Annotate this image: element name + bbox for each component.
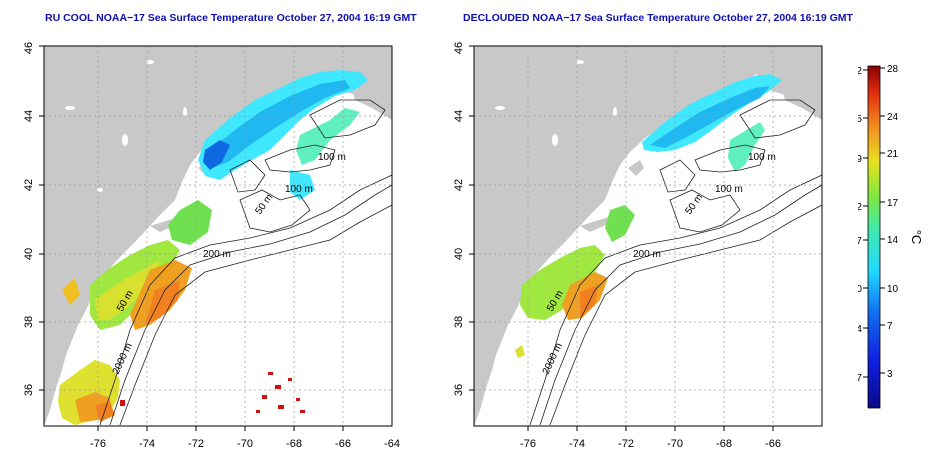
colorbar-f-tick: 62 [858,202,862,213]
contour-label: 100 m [748,152,776,163]
cape-cod [628,160,644,176]
colorbar-f-tick: 44 [858,324,862,335]
lon-tick-label: -76 [520,438,536,450]
lat-tick-label: 36 [453,384,465,396]
lon-tick-label: -68 [286,438,302,450]
lon-tick-label: -64 [384,438,400,450]
sst-gulf-stream-pixels [120,372,305,413]
lat-tick-label: 38 [23,316,35,328]
lat-tick-label: 40 [23,248,35,260]
right-panel-title: DECLOUDED NOAA−17 Sea Surface Temperatur… [463,12,853,24]
lat-tick-label: 42 [23,179,35,191]
colorbar-c-tick: 17 [887,198,899,209]
lat-tick-label: 40 [453,248,465,260]
map-grid [44,46,392,426]
lat-tick-label: 36 [23,384,35,396]
lat-tick-label: 42 [453,179,465,191]
lat-tick-label: 44 [453,110,465,122]
lat-tick-label: 46 [453,42,465,54]
colorbar-c-tick: 28 [887,64,899,75]
left-map-panel: 100 m 100 m 50 m 200 m 50 m 2000 m -76 -… [23,42,400,450]
colorbar-c-tick: 24 [887,112,899,123]
lon-tick-label: -70 [667,438,683,450]
colorbar-f-tick: 82 [858,66,862,77]
nova-scotia [755,58,822,110]
map-frame [473,45,823,427]
colorbar-c-tick: 21 [887,149,899,160]
lat-tick-label: 44 [23,110,35,122]
lat-tick-label: 38 [453,316,465,328]
temperature-colorbar: 82 75 69 62 57 50 44 37 28 24 21 17 14 1… [858,64,924,409]
contour-label: 200 m [203,249,231,260]
contour-label: 100 m [285,184,313,195]
colorbar-c-tick: 3 [887,369,893,380]
bathymetry-contours [99,99,392,426]
map-frame [43,45,393,427]
colorbar-gradient [867,65,881,409]
contour-label: 100 m [318,152,346,163]
lon-tick-label: -66 [765,438,781,450]
colorbar-celsius-label: °C [909,230,924,245]
contour-label: 100 m [715,184,743,195]
colorbar-c-tick: 10 [887,284,899,295]
left-panel-title: RU COOL NOAA−17 Sea Surface Temperature … [45,12,417,24]
sst-gulf-of-maine [642,74,782,172]
contour-label: 200 m [633,249,661,260]
colorbar-f-tick: 50 [858,284,862,295]
sst-mid-atlantic [58,200,212,425]
bathymetry-contours [529,99,822,426]
inland-lakes [495,60,617,146]
lat-tick-label: 46 [23,42,35,54]
colorbar-f-tick: 57 [858,236,862,247]
lon-tick-label: -74 [139,438,155,450]
right-map-panel: 100 m 100 m 50 m 200 m 50 m 2000 m -76 -… [453,42,823,450]
inland-lakes [65,60,187,192]
land-mass [474,46,822,426]
lon-tick-label: -76 [90,438,106,450]
colorbar-f-tick: 69 [858,154,862,165]
map-grid [474,46,822,426]
lon-tick-label: -68 [716,438,732,450]
colorbar-f-tick: 37 [858,373,862,384]
colorbar-c-tick: 7 [887,321,893,332]
colorbar-fahrenheit-label: °F [858,230,859,243]
land-mass [44,46,392,426]
lon-tick-label: -72 [618,438,634,450]
lon-tick-label: -74 [569,438,585,450]
lon-tick-label: -66 [335,438,351,450]
colorbar-c-tick: 14 [887,235,899,246]
colorbar-f-tick: 75 [858,114,862,125]
lon-tick-label: -70 [237,438,253,450]
lon-tick-label: -72 [188,438,204,450]
